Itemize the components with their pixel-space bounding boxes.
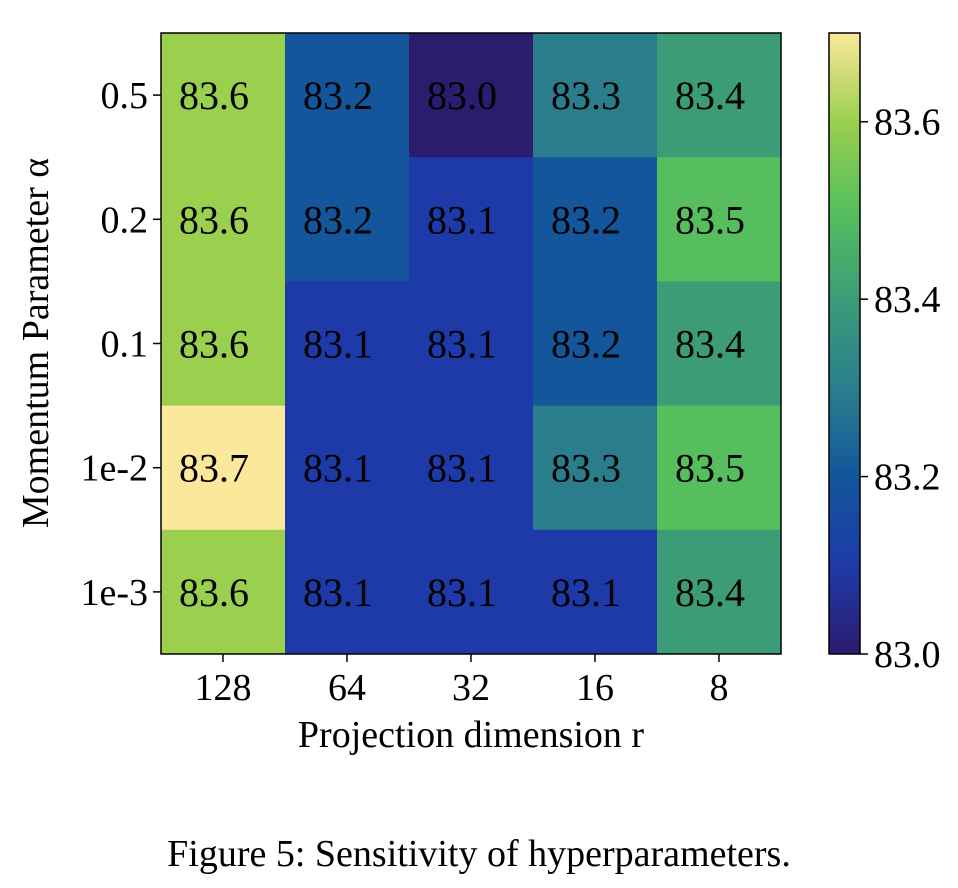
colorbar-tick-label: 83.2 bbox=[874, 457, 941, 499]
cell-value-label: 83.1 bbox=[427, 446, 497, 491]
cell-value-label: 83.6 bbox=[179, 197, 249, 242]
heatmap-cell bbox=[533, 405, 658, 531]
heatmap-cell bbox=[409, 281, 534, 407]
cell-value-label: 83.2 bbox=[551, 322, 621, 367]
cell-value-label: 83.6 bbox=[179, 570, 249, 615]
heatmap-cell bbox=[533, 33, 658, 158]
heatmap-cell bbox=[657, 281, 782, 407]
heatmap-cell bbox=[533, 157, 658, 282]
cell-value-label: 83.2 bbox=[303, 197, 373, 242]
cell-value-label: 83.3 bbox=[551, 73, 621, 118]
cell-value-label: 83.4 bbox=[675, 570, 745, 615]
cell-value-label: 83.4 bbox=[675, 73, 745, 118]
heatmap-cell bbox=[161, 529, 286, 655]
x-tick-label: 16 bbox=[576, 667, 614, 709]
y-tick-label: 0.2 bbox=[101, 199, 149, 241]
heatmap-cell bbox=[161, 157, 286, 282]
cell-value-label: 83.1 bbox=[303, 446, 373, 491]
x-tick-label: 8 bbox=[710, 667, 729, 709]
cell-value-label: 83.3 bbox=[551, 446, 621, 491]
cell-value-label: 83.1 bbox=[303, 570, 373, 615]
heatmap-cell bbox=[657, 529, 782, 655]
heatmap-cell bbox=[285, 405, 410, 531]
heatmap-chart: 83.6 83.2 83.0 83.3 83.4 83.6 83.2 83.1 83.2 83.5… bbox=[15, 32, 941, 756]
x-axis-label: Projection dimension r bbox=[298, 714, 645, 756]
y-tick-label: 1e-2 bbox=[80, 448, 148, 490]
cell-value-label: 83.1 bbox=[303, 322, 373, 367]
colorbar-tick-label: 83.6 bbox=[874, 102, 941, 144]
colorbar-gradient bbox=[828, 32, 861, 655]
figure-caption: Figure 5: Sensitivity of hyperparameters… bbox=[167, 833, 791, 875]
heatmap-cell bbox=[409, 33, 534, 158]
colorbar: 83.0 83.2 83.4 83.6 bbox=[828, 32, 941, 676]
heatmap-cell bbox=[285, 281, 410, 407]
cell-value-label: 83.0 bbox=[427, 73, 497, 118]
cell-value-label: 83.2 bbox=[551, 197, 621, 242]
heatmap-cell bbox=[409, 405, 534, 531]
y-tick-label: 1e-3 bbox=[80, 572, 148, 614]
cell-value-label: 83.1 bbox=[427, 570, 497, 615]
heatmap-cell bbox=[409, 157, 534, 282]
x-tick-label: 64 bbox=[328, 667, 366, 709]
heatmap-cell bbox=[285, 157, 410, 282]
heatmap-cell bbox=[285, 33, 410, 158]
y-axis-label: Momentum Parameter α bbox=[15, 158, 57, 528]
heatmap-cell bbox=[161, 33, 286, 158]
x-tick-label: 32 bbox=[452, 667, 490, 709]
cell-value-label: 83.1 bbox=[427, 197, 497, 242]
cell-value-label: 83.6 bbox=[179, 322, 249, 367]
heatmap-cell bbox=[161, 281, 286, 407]
cell-value-label: 83.5 bbox=[675, 197, 745, 242]
heatmap-cell bbox=[161, 405, 286, 531]
cell-value-label: 83.1 bbox=[551, 570, 621, 615]
y-tick-label: 0.5 bbox=[101, 75, 149, 117]
cell-value-label: 83.5 bbox=[675, 446, 745, 491]
heatmap-cell bbox=[657, 33, 782, 158]
cell-value-labels: 83.6 83.2 83.0 83.3 83.4 83.6 83.2 83.1 83.2 83.5… bbox=[179, 73, 745, 615]
heatmap-cell bbox=[533, 529, 658, 655]
heatmap-cell bbox=[657, 157, 782, 282]
colorbar-tick-label: 83.4 bbox=[874, 279, 941, 321]
heatmap-cell bbox=[409, 529, 534, 655]
cell-value-label: 83.4 bbox=[675, 322, 745, 367]
y-axis-ticks: 0.5 0.2 0.1 1e-2 1e-3 bbox=[80, 75, 161, 614]
y-tick-label: 0.1 bbox=[101, 324, 149, 366]
cell-value-label: 83.1 bbox=[427, 322, 497, 367]
heatmap-cell bbox=[657, 405, 782, 531]
heatmap-cell bbox=[533, 281, 658, 407]
colorbar-tick-label: 83.0 bbox=[874, 634, 941, 676]
cell-value-label: 83.7 bbox=[179, 446, 249, 491]
cell-value-label: 83.2 bbox=[303, 73, 373, 118]
heatmap-cells bbox=[161, 33, 782, 655]
x-axis-ticks: 128 64 32 16 8 bbox=[195, 654, 729, 709]
colorbar-ticks: 83.0 83.2 83.4 83.6 bbox=[860, 102, 941, 676]
cell-value-label: 83.6 bbox=[179, 73, 249, 118]
heatmap-cell bbox=[285, 529, 410, 655]
x-tick-label: 128 bbox=[195, 667, 252, 709]
